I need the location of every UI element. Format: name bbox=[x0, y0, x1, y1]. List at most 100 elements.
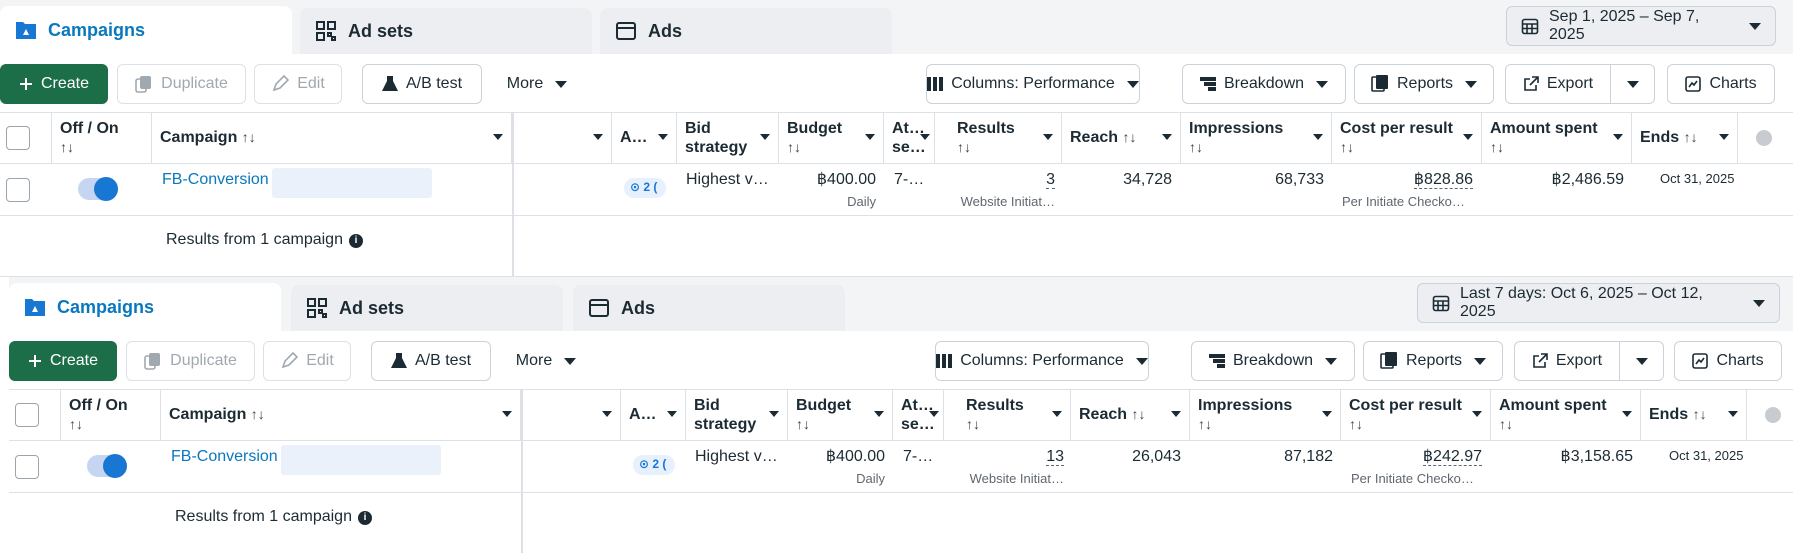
date-range-picker[interactable]: Last 7 days: Oct 6, 2025 – Oct 12, 2025 bbox=[1417, 283, 1780, 323]
sort-icon[interactable]: ↑↓ bbox=[1198, 416, 1212, 432]
info-icon[interactable]: i bbox=[348, 234, 363, 248]
export-dropdown-button[interactable] bbox=[1620, 341, 1664, 381]
header-results[interactable]: Results ↑↓ bbox=[944, 390, 1071, 440]
flask-icon bbox=[381, 75, 398, 93]
ab-test-button[interactable]: A/B test bbox=[362, 64, 482, 104]
header-ends[interactable]: Ends ↑↓ bbox=[1641, 390, 1747, 440]
header-budget[interactable]: Budget ↑↓ bbox=[779, 113, 884, 163]
duplicate-button[interactable]: Duplicate bbox=[126, 341, 255, 381]
breakdown-button[interactable]: Breakdown bbox=[1191, 341, 1355, 381]
sort-icon[interactable]: ↑↓ bbox=[69, 416, 83, 432]
export-dropdown-button[interactable] bbox=[1611, 64, 1655, 104]
export-button[interactable]: Export bbox=[1505, 64, 1611, 104]
row-checkbox[interactable] bbox=[6, 178, 30, 202]
campaign-link[interactable]: FB-Conversion bbox=[171, 448, 278, 465]
table-row[interactable]: FB-Conversion ⊙ 2 ( Highest v… ฿400.00 D… bbox=[0, 164, 1793, 216]
header-off-on[interactable]: Off / On ↑↓ bbox=[61, 390, 161, 440]
chevron-down-icon bbox=[1465, 80, 1478, 88]
cost-per-result-value[interactable]: ฿828.86 bbox=[1413, 171, 1473, 189]
sort-icon[interactable]: ↑↓ bbox=[1131, 406, 1146, 422]
campaign-link[interactable]: FB-Conversion bbox=[162, 171, 269, 188]
header-reach[interactable]: Reach ↑↓ bbox=[1071, 390, 1190, 440]
sort-icon[interactable]: ↑↓ bbox=[796, 416, 810, 432]
frozen-column-divider[interactable] bbox=[521, 389, 523, 553]
more-button[interactable]: More bbox=[494, 64, 580, 104]
header-results[interactable]: Results ↑↓ bbox=[935, 113, 1062, 163]
sort-icon[interactable]: ↑↓ bbox=[1499, 416, 1513, 432]
tab-ad-sets[interactable]: Ad sets bbox=[291, 285, 563, 331]
header-campaign[interactable]: Campaign ↑↓ bbox=[152, 113, 512, 163]
sort-icon[interactable]: ↑↓ bbox=[1683, 129, 1698, 145]
header-bid-strategy[interactable]: Bid strategy bbox=[677, 113, 779, 163]
header-delivery[interactable]: A… bbox=[621, 390, 686, 440]
tab-ad-sets[interactable]: Ad sets bbox=[300, 8, 592, 54]
more-button[interactable]: More bbox=[503, 341, 589, 381]
column-settings-icon[interactable] bbox=[1765, 407, 1781, 423]
frozen-column-divider[interactable] bbox=[512, 112, 514, 277]
columns-button[interactable]: Columns: Performance bbox=[926, 64, 1140, 104]
select-all-checkbox[interactable] bbox=[6, 126, 30, 150]
header-impressions[interactable]: Impressions ↑↓ bbox=[1181, 113, 1332, 163]
reports-label: Reports bbox=[1396, 75, 1454, 92]
reports-button[interactable]: Reports bbox=[1363, 341, 1503, 381]
sort-icon[interactable]: ↑↓ bbox=[250, 406, 265, 422]
table-row[interactable]: FB-Conversion ⊙ 2 ( Highest v… ฿400.00 D… bbox=[9, 441, 1793, 493]
tab-campaigns[interactable]: Campaigns bbox=[0, 6, 292, 54]
edit-button[interactable]: Edit bbox=[263, 341, 351, 381]
header-bid-strategy[interactable]: Bid strategy bbox=[686, 390, 788, 440]
create-button[interactable]: Create bbox=[9, 341, 117, 381]
header-amount-spent[interactable]: Amount spent ↑↓ bbox=[1482, 113, 1632, 163]
sort-icon[interactable]: ↑↓ bbox=[1122, 129, 1137, 145]
column-settings-icon[interactable] bbox=[1756, 130, 1772, 146]
sort-icon[interactable]: ↑↓ bbox=[957, 139, 971, 155]
cost-per-result-value[interactable]: ฿242.97 bbox=[1422, 448, 1482, 466]
results-value[interactable]: 3 bbox=[1046, 171, 1055, 189]
sort-icon[interactable]: ↑↓ bbox=[60, 139, 74, 155]
edit-button[interactable]: Edit bbox=[254, 64, 342, 104]
charts-button[interactable]: Charts bbox=[1667, 64, 1775, 104]
tab-ads[interactable]: Ads bbox=[573, 285, 845, 331]
header-amount-spent[interactable]: Amount spent ↑↓ bbox=[1491, 390, 1641, 440]
export-button[interactable]: Export bbox=[1514, 341, 1620, 381]
results-value[interactable]: 13 bbox=[1046, 448, 1064, 466]
header-cost-per-result[interactable]: Cost per result ↑↓ bbox=[1332, 113, 1482, 163]
create-button[interactable]: Create bbox=[0, 64, 108, 104]
sort-icon[interactable]: ↑↓ bbox=[1340, 139, 1354, 155]
header-attribution[interactable]: At… se… bbox=[884, 113, 935, 163]
ab-test-button[interactable]: A/B test bbox=[371, 341, 491, 381]
campaign-toggle[interactable] bbox=[87, 454, 127, 478]
campaign-name[interactable]: FB-Conversion bbox=[162, 164, 272, 215]
header-hidden-columns[interactable] bbox=[523, 390, 621, 440]
sort-icon[interactable]: ↑↓ bbox=[241, 129, 256, 145]
header-hidden-columns[interactable] bbox=[514, 113, 612, 163]
tab-label: Campaigns bbox=[48, 19, 146, 40]
header-campaign[interactable]: Campaign ↑↓ bbox=[161, 390, 521, 440]
header-cost-per-result[interactable]: Cost per result ↑↓ bbox=[1341, 390, 1491, 440]
select-all-checkbox[interactable] bbox=[15, 403, 39, 427]
sort-icon[interactable]: ↑↓ bbox=[966, 416, 980, 432]
header-off-on[interactable]: Off / On ↑↓ bbox=[52, 113, 152, 163]
header-impressions[interactable]: Impressions ↑↓ bbox=[1190, 390, 1341, 440]
header-delivery[interactable]: A… bbox=[612, 113, 677, 163]
breakdown-button[interactable]: Breakdown bbox=[1182, 64, 1346, 104]
header-attribution[interactable]: At… se… bbox=[893, 390, 944, 440]
date-range-picker[interactable]: Sep 1, 2025 – Sep 7, 2025 bbox=[1506, 6, 1776, 46]
sort-icon[interactable]: ↑↓ bbox=[1349, 416, 1363, 432]
tab-ads[interactable]: Ads bbox=[600, 8, 892, 54]
info-icon[interactable]: i bbox=[357, 511, 372, 525]
charts-button[interactable]: Charts bbox=[1674, 341, 1782, 381]
sort-icon[interactable]: ↑↓ bbox=[1189, 139, 1203, 155]
columns-button[interactable]: Columns: Performance bbox=[935, 341, 1149, 381]
header-reach[interactable]: Reach ↑↓ bbox=[1062, 113, 1181, 163]
duplicate-button[interactable]: Duplicate bbox=[117, 64, 246, 104]
tab-campaigns[interactable]: Campaigns bbox=[9, 283, 281, 331]
sort-icon[interactable]: ↑↓ bbox=[787, 139, 801, 155]
header-budget[interactable]: Budget ↑↓ bbox=[788, 390, 893, 440]
header-ends[interactable]: Ends ↑↓ bbox=[1632, 113, 1738, 163]
row-checkbox[interactable] bbox=[15, 455, 39, 479]
reports-button[interactable]: Reports bbox=[1354, 64, 1494, 104]
sort-icon[interactable]: ↑↓ bbox=[1692, 406, 1707, 422]
campaign-toggle[interactable] bbox=[78, 177, 118, 201]
sort-icon[interactable]: ↑↓ bbox=[1490, 139, 1504, 155]
campaign-name[interactable]: FB-Conversion bbox=[171, 441, 281, 492]
